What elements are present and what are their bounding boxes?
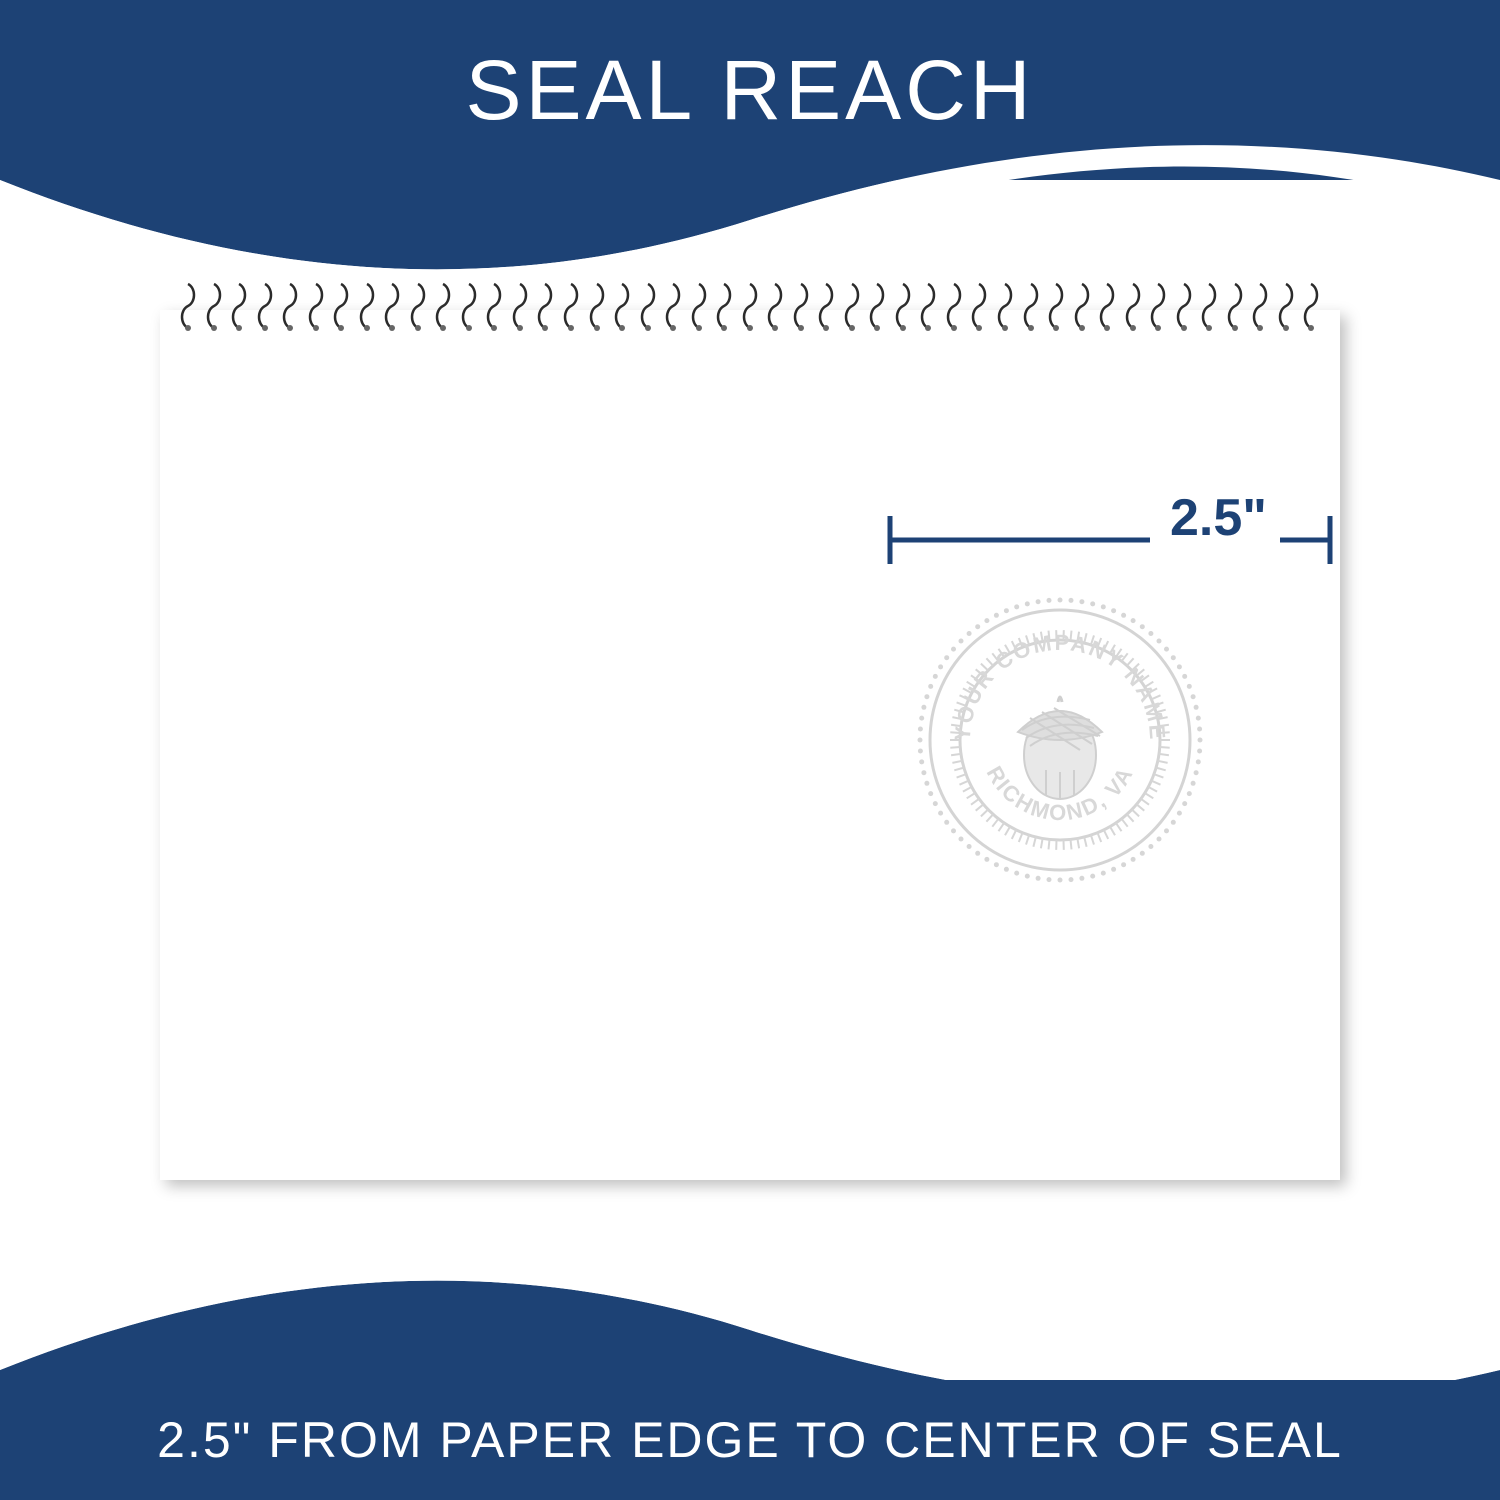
spiral-ring (742, 282, 758, 332)
spiral-ring (410, 282, 426, 332)
dimension-label: 2.5" (1170, 488, 1267, 548)
embossed-seal: YOUR COMPANY NAME RICHMOND, VA (910, 590, 1210, 890)
spiral-ring (1150, 282, 1166, 332)
spiral-ring (818, 282, 834, 332)
spiral-ring (997, 282, 1013, 332)
spiral-ring (1023, 282, 1039, 332)
spiral-ring (1099, 282, 1115, 332)
spiral-ring (1176, 282, 1192, 332)
spiral-ring (461, 282, 477, 332)
spiral-ring (614, 282, 630, 332)
acorn-icon (1018, 697, 1102, 799)
spiral-ring (869, 282, 885, 332)
spiral-ring (589, 282, 605, 332)
spiral-ring (486, 282, 502, 332)
spiral-ring (1303, 282, 1319, 332)
spiral-ring (691, 282, 707, 332)
spiral-ring (716, 282, 732, 332)
spiral-ring (844, 282, 860, 332)
notepad: 2.5" YOUR COMPANY NAME RICHMOND, VA (160, 310, 1340, 1180)
spiral-ring (1125, 282, 1141, 332)
spiral-ring (1252, 282, 1268, 332)
spiral-ring (1074, 282, 1090, 332)
spiral-ring (512, 282, 528, 332)
spiral-ring (895, 282, 911, 332)
spiral-ring (206, 282, 222, 332)
spiral-ring (1278, 282, 1294, 332)
spiral-ring (1227, 282, 1243, 332)
spiral-ring (537, 282, 553, 332)
spiral-ring (231, 282, 247, 332)
spiral-ring (384, 282, 400, 332)
spiral-ring (257, 282, 273, 332)
spiral-ring (563, 282, 579, 332)
spiral-ring (180, 282, 196, 332)
footer-band: 2.5" FROM PAPER EDGE TO CENTER OF SEAL (0, 1380, 1500, 1500)
spiral-ring (793, 282, 809, 332)
spiral-ring (767, 282, 783, 332)
spiral-ring (1201, 282, 1217, 332)
spiral-ring (640, 282, 656, 332)
header-title: SEAL REACH (465, 42, 1034, 139)
spiral-binding (180, 282, 1320, 332)
spiral-ring (435, 282, 451, 332)
header-band: SEAL REACH (0, 0, 1500, 180)
footer-text: 2.5" FROM PAPER EDGE TO CENTER OF SEAL (157, 1411, 1343, 1469)
spiral-ring (971, 282, 987, 332)
spiral-ring (359, 282, 375, 332)
spiral-ring (946, 282, 962, 332)
dimension-indicator: 2.5" (880, 510, 1340, 570)
spiral-ring (308, 282, 324, 332)
spiral-ring (665, 282, 681, 332)
spiral-ring (282, 282, 298, 332)
spiral-ring (1048, 282, 1064, 332)
spiral-ring (920, 282, 936, 332)
spiral-ring (333, 282, 349, 332)
